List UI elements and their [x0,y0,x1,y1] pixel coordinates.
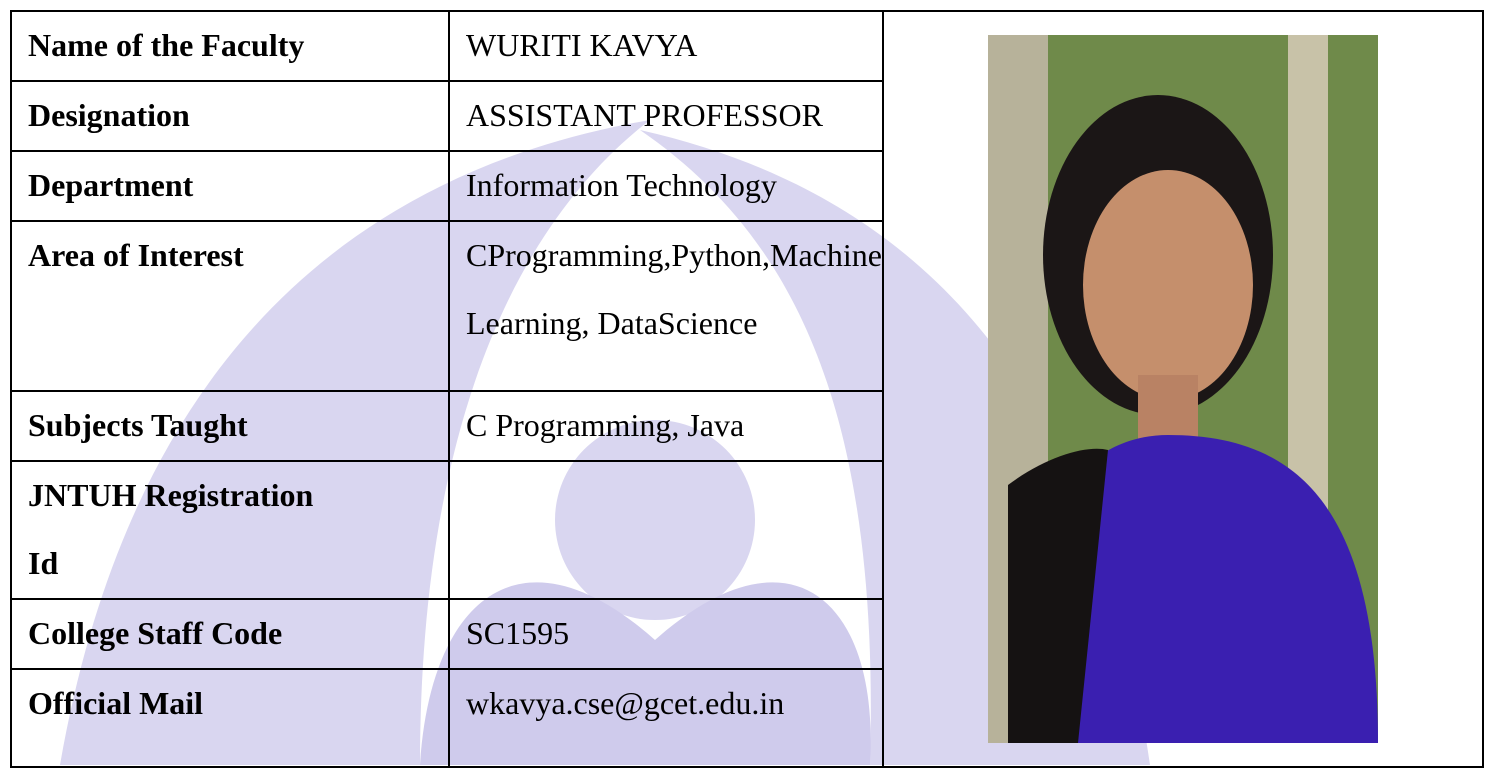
label-cell: Designation [10,80,450,152]
cell-text: Area of Interest [28,237,244,273]
table-row: College Staff Code SC1595 [10,598,1483,670]
table-row: Subjects Taught C Programming, Java [10,390,1483,462]
cell-text: ASSISTANT PROFESSOR [466,97,823,133]
table-row: Department Information Technology [10,150,1483,222]
value-cell: ASSISTANT PROFESSOR [448,80,884,152]
label-cell: Name of the Faculty [10,10,450,82]
table-row: JNTUH Registration Id [10,460,1483,600]
cell-text: Information Technology [466,167,777,203]
cell-text: C Programming, Java [466,407,745,443]
cell-text: College Staff Code [28,615,283,651]
cell-text: Subjects Taught [28,407,248,443]
cell-text: JNTUH Registration [28,477,314,513]
value-cell: SC1595 [448,598,884,670]
value-cell [448,460,884,600]
photo-blouse [1007,448,1108,743]
cell-text: SC1595 [466,615,570,651]
photo-cell [881,10,1485,768]
label-cell: Subjects Taught [10,390,450,462]
value-cell: C Programming, Java [448,390,884,462]
photo-face [1082,170,1253,400]
cell-text: Name of the Faculty [28,27,305,63]
value-cell: WURITI KAVYA [448,10,884,82]
value-cell: wkavya.cse@gcet.edu.in [448,668,884,768]
cell-text: Official Mail [28,685,204,721]
faculty-photo [987,35,1378,743]
value-cell: CProgramming,Python,Machine Learning, Dat… [448,220,884,392]
cell-text: Department [28,167,194,203]
table-row: Designation ASSISTANT PROFESSOR [10,80,1483,152]
label-cell: Area of Interest [10,220,450,392]
cell-text: Designation [28,97,190,133]
cell-text: wkavya.cse@gcet.edu.in [466,685,785,721]
faculty-table: Name of the Faculty WURITI KAVYA Designat… [10,10,1485,768]
cell-text: Id [28,545,59,581]
label-cell: Department [10,150,450,222]
value-cell: Information Technology [448,150,884,222]
cell-text: CProgramming,Python,Machine [466,237,882,273]
cell-text: Learning, DataScience [466,305,758,341]
label-cell: Official Mail [10,668,450,768]
label-cell: JNTUH Registration Id [10,460,450,600]
label-cell: College Staff Code [10,598,450,670]
cell-text: WURITI KAVYA [466,27,698,63]
table-row: Name of the Faculty WURITI KAVYA [10,10,1485,768]
table-row: Official Mail wkavya.cse@gcet.edu.in [10,668,1483,768]
table-row: Area of Interest CProgramming,Python,Mach… [10,220,1483,392]
